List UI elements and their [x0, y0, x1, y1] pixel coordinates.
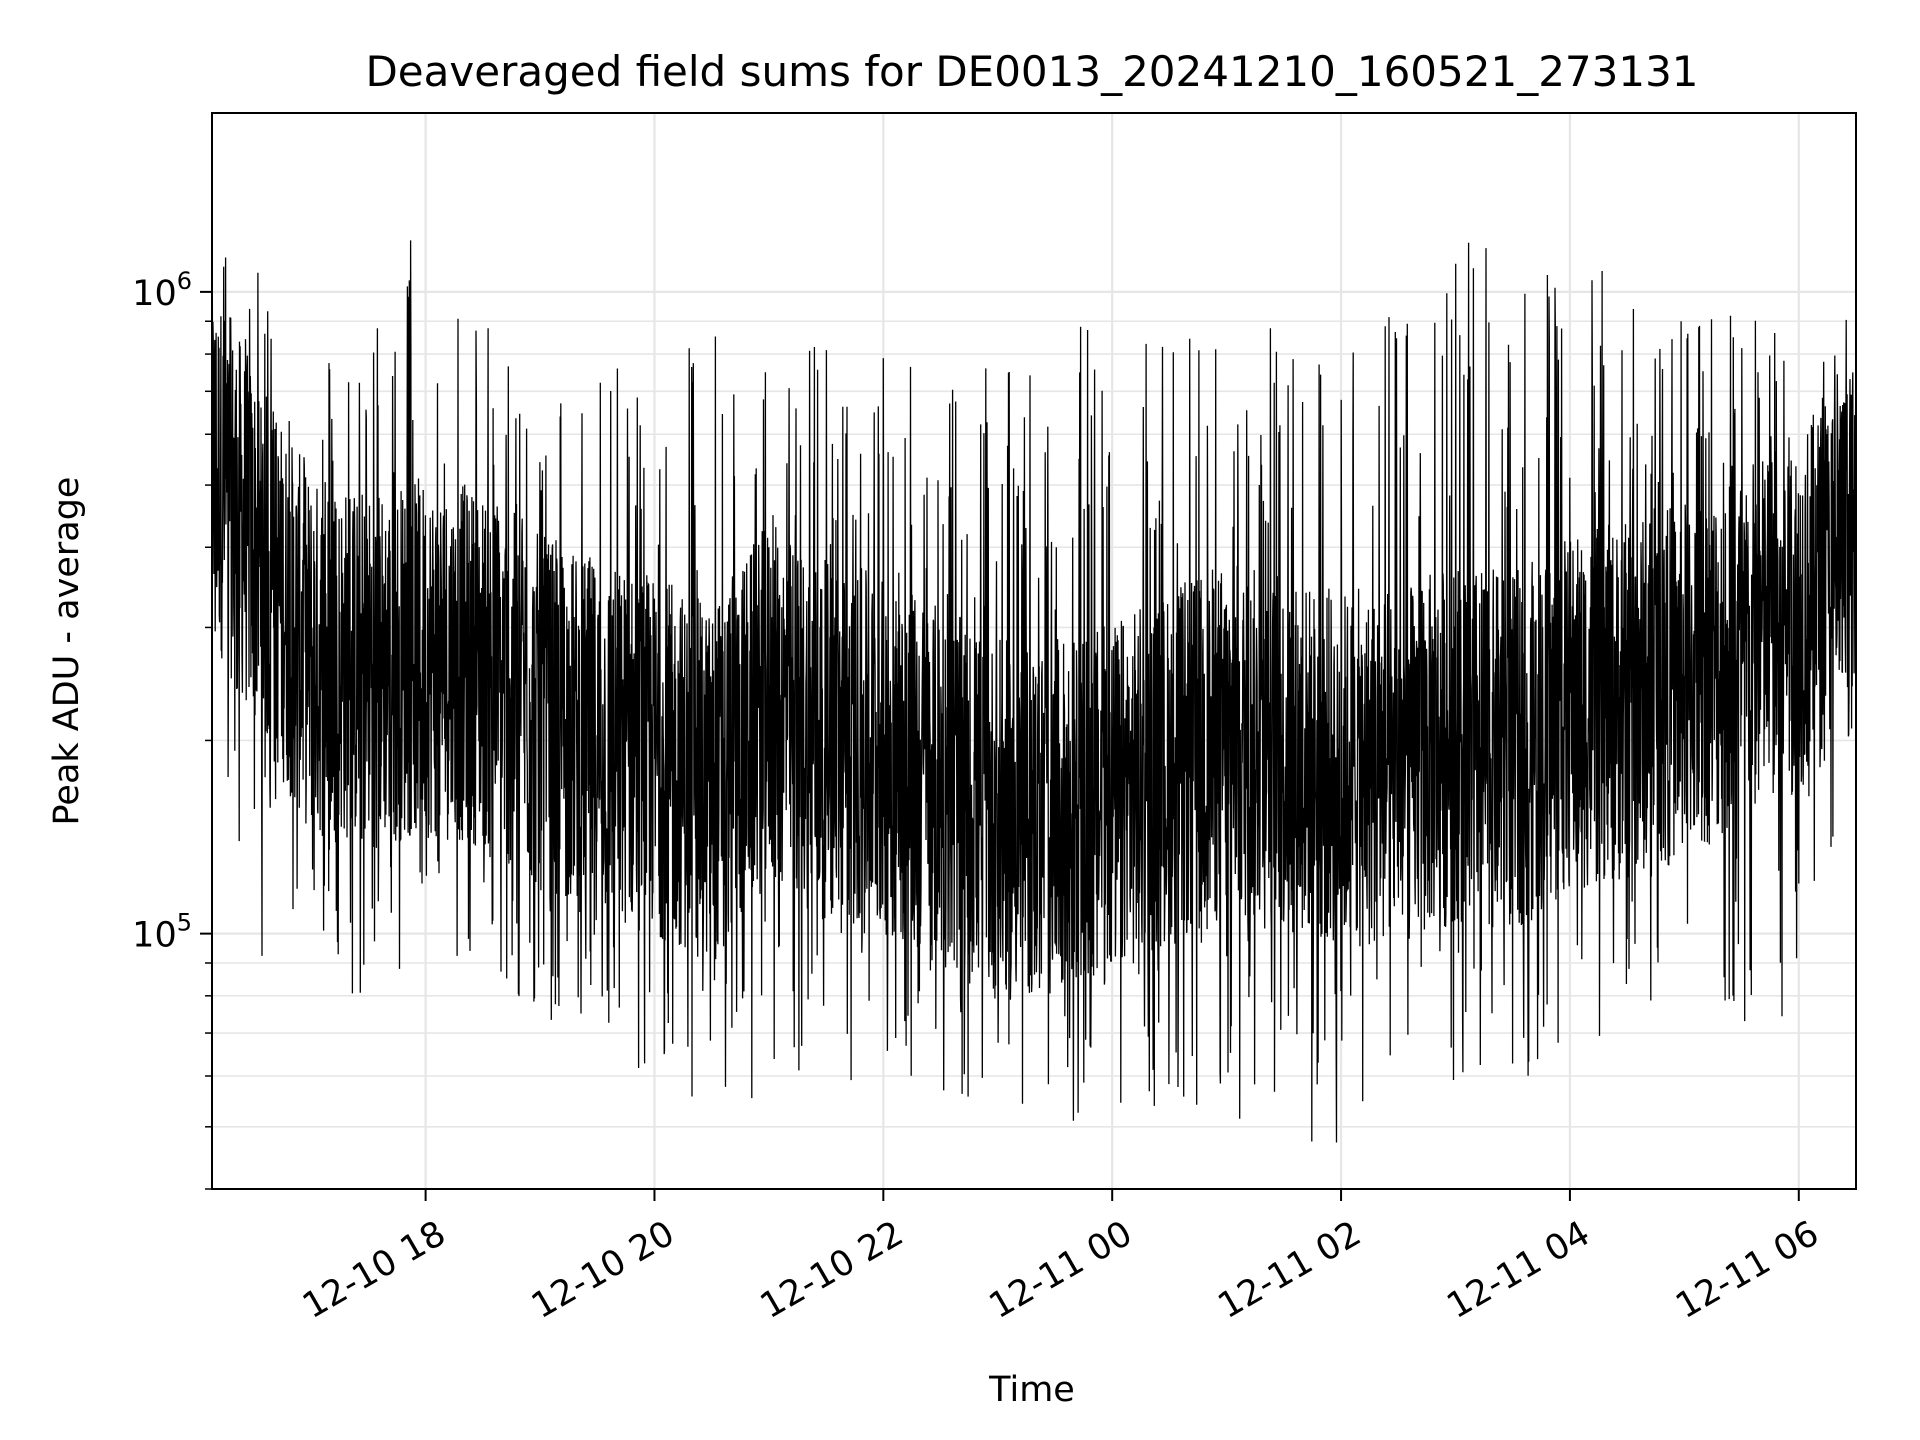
x-tick-label: 12-11 06	[1669, 1214, 1825, 1327]
x-tick-label: 12-10 18	[296, 1214, 452, 1327]
x-tick-label: 12-11 02	[1212, 1214, 1368, 1327]
x-tick-label: 12-11 04	[1441, 1214, 1597, 1327]
y-tick-label: 106	[132, 267, 192, 314]
y-axis-label: Peak ADU - average	[47, 477, 87, 826]
x-tick-label: 12-10 20	[525, 1214, 681, 1327]
x-axis-label: Time	[988, 1370, 1075, 1410]
x-tick-label: 12-10 22	[754, 1214, 910, 1327]
x-tick-label: 12-11 00	[983, 1214, 1139, 1327]
chart-title: Deaveraged field sums for DE0013_2024121…	[365, 47, 1698, 96]
y-axis: 105 106	[132, 267, 212, 1190]
data-series-line	[211, 240, 1857, 1143]
plot-area	[211, 240, 1857, 1143]
plot-frame	[211, 112, 1857, 1190]
x-axis: 12-10 18 12-10 20 12-10 22 12-11 00 12-11 02…	[296, 1189, 1826, 1327]
y-tick-label: 105	[132, 909, 192, 956]
